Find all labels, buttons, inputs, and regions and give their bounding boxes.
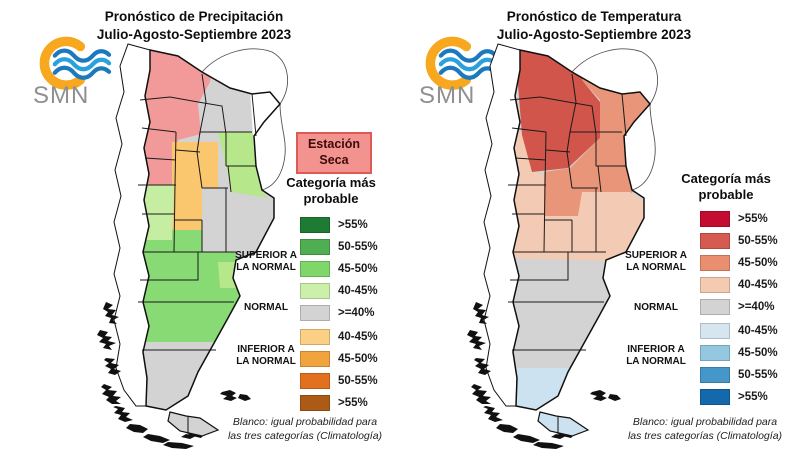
legend-label: >55% <box>738 213 768 225</box>
region-center-lightpink <box>513 132 646 261</box>
region-nw-dry-season <box>143 50 214 185</box>
label-inferior-normal: INFERIOR A LA NORMAL <box>236 344 296 367</box>
precipitation-map <box>96 43 289 450</box>
temp-legend-title: Categoría más probable <box>681 171 771 202</box>
legend-swatch <box>700 255 730 271</box>
smn-logo-icon <box>425 36 498 90</box>
estacion-seca-line2: Seca <box>319 153 349 167</box>
legend-label: 45-50% <box>338 263 378 275</box>
region-misiones-white <box>250 88 280 136</box>
legend-label: >=40% <box>338 307 375 319</box>
legend-swatch <box>700 299 730 315</box>
precip-legend-title: Categoría más probable <box>286 175 376 206</box>
label-normal: NORMAL <box>634 302 678 313</box>
legend-swatch <box>300 283 330 299</box>
legend-label: 40-45% <box>738 279 778 291</box>
legend-swatch <box>700 233 730 249</box>
legend-label: 40-45% <box>738 325 778 337</box>
temp-title: Pronóstico de Temperatura Julio-Agosto-S… <box>394 8 794 44</box>
precip-title: Pronóstico de Precipitación Julio-Agosto… <box>0 8 394 44</box>
legend-swatch <box>300 217 330 233</box>
region-nw-darkred <box>516 50 600 172</box>
malvinas-islands <box>220 390 251 401</box>
temperature-map <box>466 43 659 450</box>
smn-logo-text: SMN <box>33 82 90 109</box>
legend-swatch <box>300 395 330 411</box>
region-patagonia-green <box>143 230 240 342</box>
legend-swatch <box>700 211 730 227</box>
temp-title-line1: Pronóstico de Temperatura <box>506 9 682 24</box>
label-superior-normal: SUPERIOR A LA NORMAL <box>625 250 687 273</box>
malvinas-islands <box>590 390 621 401</box>
legend-label: 45-50% <box>738 257 778 269</box>
temp-title-line2: Julio-Agosto-Septiembre 2023 <box>496 27 692 43</box>
legend-swatch <box>300 351 330 367</box>
legend-swatch <box>300 329 330 345</box>
tierra-del-fuego <box>537 411 589 437</box>
region-south-lightblue <box>513 368 572 410</box>
label-inferior-normal: INFERIOR A LA NORMAL <box>626 344 686 367</box>
legend-swatch <box>300 239 330 255</box>
precip-title-line1: Pronóstico de Precipitación <box>104 9 284 24</box>
label-normal: NORMAL <box>244 302 288 313</box>
legend-label: 45-50% <box>738 347 778 359</box>
legend-label: >55% <box>338 219 368 231</box>
legend-label: 40-45% <box>338 285 378 297</box>
temp-footnote: Blanco: igual probabilidad para las tres… <box>627 416 783 442</box>
legend-swatch <box>700 345 730 361</box>
legend-swatch <box>700 323 730 339</box>
legend-label: >=40% <box>738 301 775 313</box>
precip-legend: >55% 50-55% 45-50% 40-45% >=40% 40-45% 4… <box>300 217 410 413</box>
legend-label: 40-45% <box>338 331 378 343</box>
legend-label: 50-55% <box>338 241 378 253</box>
legend-swatch <box>300 373 330 389</box>
estacion-seca-line1: Estación <box>307 137 361 152</box>
legend-swatch <box>300 261 330 277</box>
region-northeast-green <box>218 132 268 198</box>
legend-swatch <box>700 277 730 293</box>
legend-label: 50-55% <box>738 369 778 381</box>
estacion-seca-box: Estación Seca <box>296 132 372 174</box>
legend-label: 50-55% <box>338 375 378 387</box>
legend-label: 50-55% <box>738 235 778 247</box>
label-superior-normal: SUPERIOR A LA NORMAL <box>235 250 297 273</box>
region-center-orange <box>172 142 218 232</box>
smn-logo-icon <box>39 36 112 90</box>
smn-logo-text: SMN <box>419 82 476 109</box>
legend-label: >55% <box>738 391 768 403</box>
legend-label: 45-50% <box>338 353 378 365</box>
precip-footnote: Blanco: igual probabilidad para las tres… <box>227 416 383 442</box>
temp-legend: >55% 50-55% 45-50% 40-45% >=40% 40-45% 4… <box>700 211 800 407</box>
legend-label: >55% <box>338 397 368 409</box>
legend-swatch <box>700 389 730 405</box>
legend-swatch <box>700 367 730 383</box>
precip-title-line2: Julio-Agosto-Septiembre 2023 <box>96 27 292 43</box>
legend-swatch <box>300 305 330 321</box>
